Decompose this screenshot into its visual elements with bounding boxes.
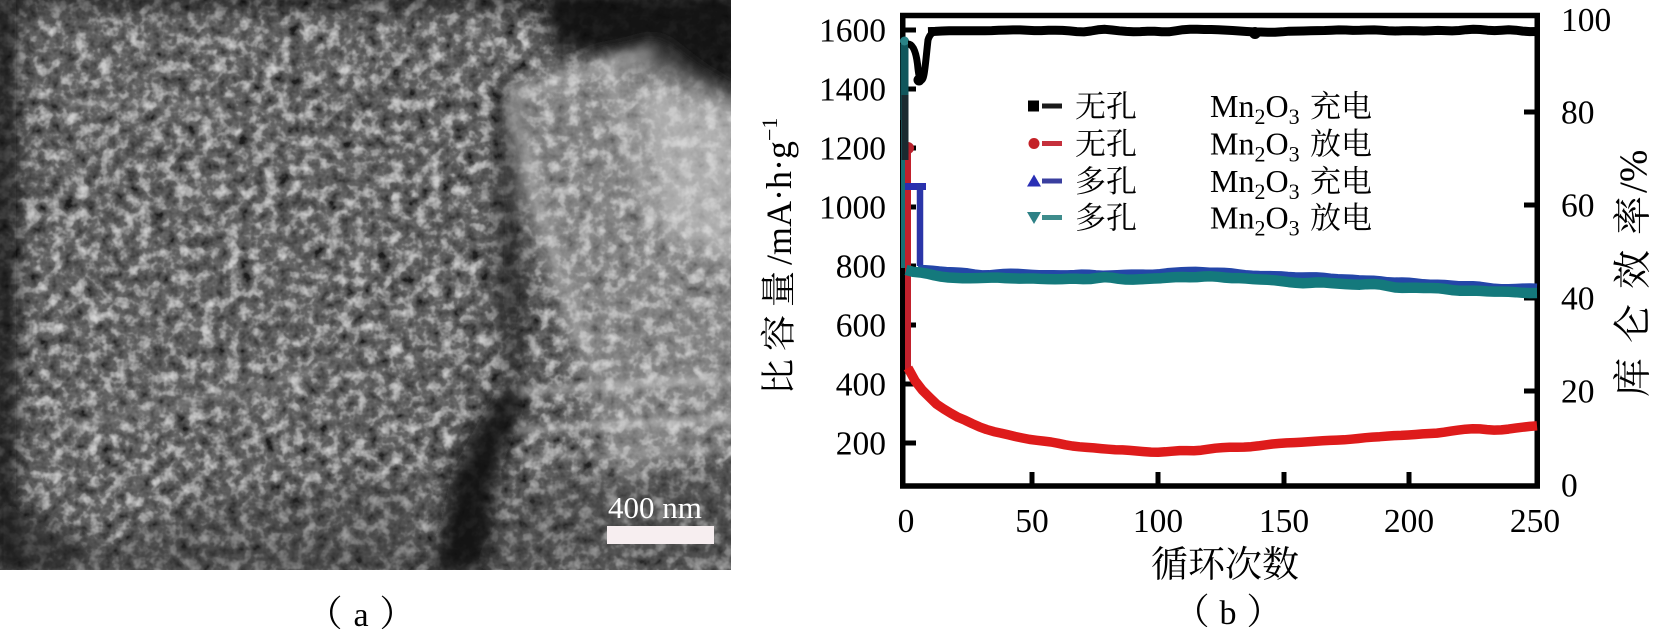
svg-text:20: 20	[1561, 374, 1595, 411]
svg-text:400: 400	[836, 367, 886, 404]
svg-text:0: 0	[898, 503, 915, 540]
svg-text:Mn2O3: Mn2O3	[1210, 163, 1300, 204]
svg-text:150: 150	[1259, 503, 1309, 540]
svg-text:400 nm: 400 nm	[608, 490, 702, 525]
svg-text:200: 200	[1384, 503, 1434, 540]
svg-text:60: 60	[1561, 188, 1595, 225]
svg-text:50: 50	[1015, 503, 1049, 540]
svg-text:600: 600	[836, 308, 886, 345]
svg-text:/mA·h·g−1: /mA·h·g−1	[757, 118, 799, 265]
svg-text:100: 100	[1561, 2, 1611, 39]
svg-text:100: 100	[1133, 503, 1183, 540]
svg-text:250: 250	[1510, 503, 1560, 540]
svg-text:1400: 1400	[819, 72, 886, 109]
svg-text:1600: 1600	[819, 13, 886, 50]
svg-text:40: 40	[1561, 281, 1595, 318]
svg-text:0: 0	[1561, 468, 1578, 505]
svg-text:Mn2O3: Mn2O3	[1210, 126, 1300, 167]
svg-text:800: 800	[836, 249, 886, 286]
svg-text:Mn2O3: Mn2O3	[1210, 88, 1300, 129]
svg-text:a: a	[353, 597, 368, 634]
svg-text:200: 200	[836, 426, 886, 463]
svg-text:1000: 1000	[819, 190, 886, 227]
svg-text:b: b	[1220, 595, 1237, 632]
svg-text:80: 80	[1561, 95, 1595, 132]
svg-text:1200: 1200	[819, 131, 886, 168]
svg-text:/%: /%	[1612, 150, 1655, 193]
svg-text:Mn2O3: Mn2O3	[1210, 200, 1300, 241]
